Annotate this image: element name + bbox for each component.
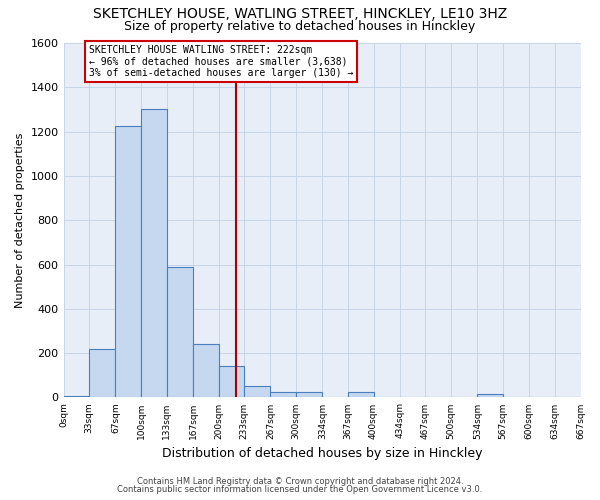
- Text: Contains HM Land Registry data © Crown copyright and database right 2024.: Contains HM Land Registry data © Crown c…: [137, 477, 463, 486]
- Bar: [115, 126, 141, 398]
- Text: SKETCHLEY HOUSE, WATLING STREET, HINCKLEY, LE10 3HZ: SKETCHLEY HOUSE, WATLING STREET, HINCKLE…: [93, 8, 507, 22]
- Bar: [478, 394, 503, 398]
- Text: SKETCHLEY HOUSE WATLING STREET: 222sqm
← 96% of detached houses are smaller (3,6: SKETCHLEY HOUSE WATLING STREET: 222sqm ←…: [89, 45, 353, 78]
- Bar: [167, 266, 193, 398]
- X-axis label: Distribution of detached houses by size in Hinckley: Distribution of detached houses by size …: [162, 447, 482, 460]
- Text: Size of property relative to detached houses in Hinckley: Size of property relative to detached ho…: [124, 20, 476, 33]
- Bar: [218, 366, 244, 398]
- Bar: [271, 392, 296, 398]
- Bar: [296, 392, 322, 398]
- Bar: [348, 392, 374, 398]
- Bar: [193, 344, 218, 398]
- Bar: [244, 386, 271, 398]
- Bar: [89, 348, 115, 398]
- Text: Contains public sector information licensed under the Open Government Licence v3: Contains public sector information licen…: [118, 485, 482, 494]
- Bar: [141, 110, 167, 398]
- Bar: [64, 396, 89, 398]
- Y-axis label: Number of detached properties: Number of detached properties: [15, 132, 25, 308]
